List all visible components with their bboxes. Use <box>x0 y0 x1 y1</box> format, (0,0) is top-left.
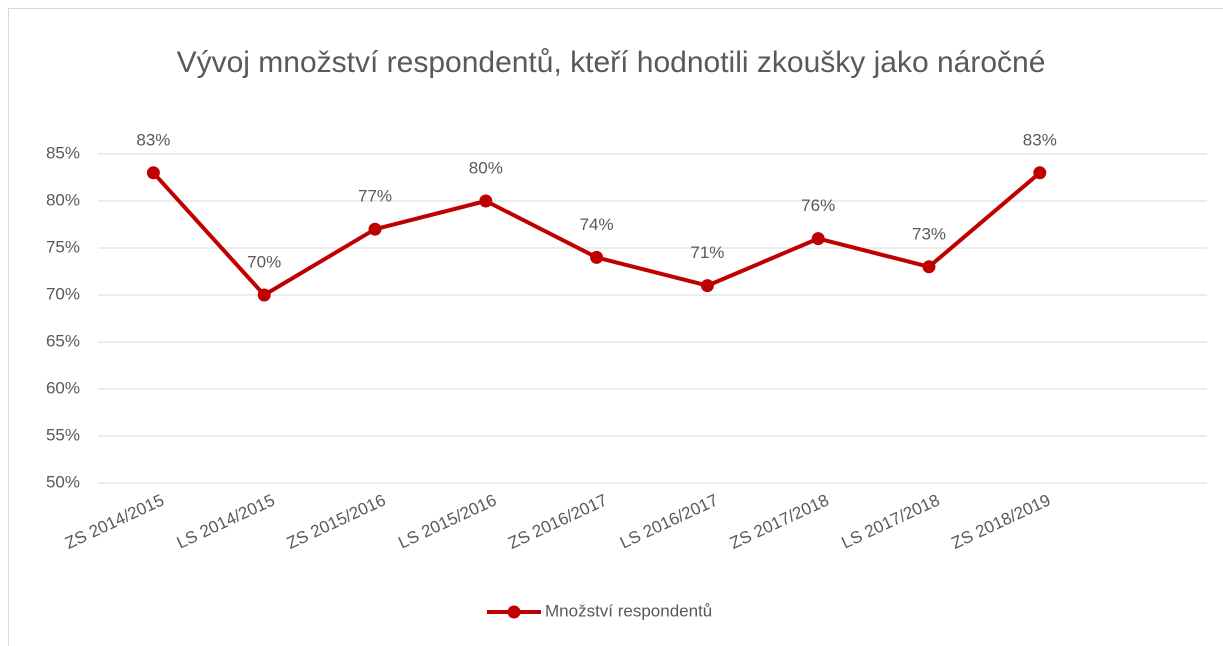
x-tick-label: LS 2014/2015 <box>174 490 278 552</box>
y-tick-label: 75% <box>46 237 80 256</box>
data-label: 83% <box>136 130 170 149</box>
chart-border <box>8 8 1223 646</box>
data-point <box>146 166 160 180</box>
x-tick-label: LS 2017/2018 <box>839 490 943 552</box>
data-point <box>1033 166 1047 180</box>
x-tick-label: ZS 2015/2016 <box>284 490 389 552</box>
chart-title: Vývoj množství respondentů, kteří hodnot… <box>176 46 1046 79</box>
series-line <box>151 171 1042 297</box>
data-point <box>922 260 936 274</box>
data-label: 77% <box>358 187 392 206</box>
y-tick-label: 65% <box>46 331 80 350</box>
data-label: 74% <box>580 215 614 234</box>
x-tick-label: LS 2016/2017 <box>617 490 721 552</box>
data-label: 83% <box>1023 130 1057 149</box>
x-tick-label: ZS 2014/2015 <box>62 490 167 552</box>
x-tick-label: ZS 2017/2018 <box>727 490 832 552</box>
data-label: 76% <box>801 196 835 215</box>
data-point <box>700 279 714 293</box>
legend-marker <box>507 605 521 619</box>
data-point <box>257 288 271 302</box>
y-tick-label: 80% <box>46 190 80 209</box>
y-tick-label: 85% <box>46 143 80 162</box>
x-tick-label: ZS 2016/2017 <box>505 490 610 552</box>
data-label: 73% <box>912 224 946 243</box>
y-tick-label: 60% <box>46 378 80 397</box>
data-point <box>368 222 382 236</box>
y-tick-label: 50% <box>46 472 80 491</box>
data-label: 80% <box>469 158 503 177</box>
data-point <box>590 250 604 264</box>
data-label: 70% <box>247 252 281 271</box>
data-label: 71% <box>690 243 724 262</box>
x-tick-label: ZS 2018/2019 <box>949 490 1054 552</box>
legend-label: Množství respondentů <box>545 601 712 620</box>
x-tick-label: LS 2015/2016 <box>395 490 499 552</box>
data-point <box>479 194 493 208</box>
y-tick-label: 70% <box>46 284 80 303</box>
y-tick-label: 55% <box>46 425 80 444</box>
data-point <box>811 232 825 246</box>
